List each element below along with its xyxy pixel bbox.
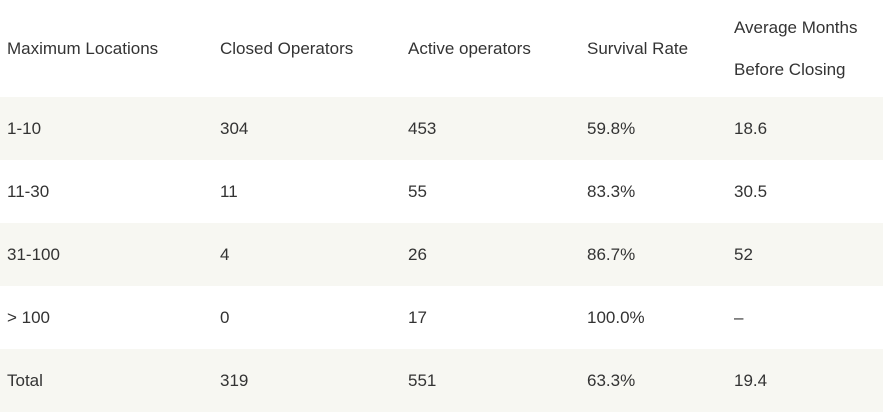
- cell-maximum-locations: 1-10: [7, 118, 42, 138]
- cell-average-months: –: [734, 307, 744, 327]
- cell-closed-operators: 11: [220, 181, 238, 201]
- cell-average-months: 52: [734, 244, 753, 264]
- cell-average-months: 18.6: [734, 118, 768, 138]
- cell-maximum-locations: > 100: [7, 307, 51, 327]
- cell-average-months: 19.4: [734, 370, 768, 390]
- cell-average-months: 30.5: [734, 181, 768, 201]
- cell-maximum-locations: 11-30: [7, 181, 50, 201]
- header-row: Maximum Locations Closed Operators Activ…: [0, 0, 883, 97]
- cell-active-operators: 26: [408, 244, 427, 264]
- header-average-months-before-closing: Average Months Before Closing: [734, 17, 858, 79]
- cell-active-operators: 55: [408, 181, 427, 201]
- cell-active-operators: 551: [408, 370, 437, 390]
- table-row: > 100 0 17 100.0% –: [0, 286, 883, 349]
- cell-maximum-locations: Total: [7, 370, 43, 390]
- cell-closed-operators: 4: [220, 244, 230, 264]
- cell-maximum-locations: 31-100: [7, 244, 60, 264]
- table-row: 1-10 304 453 59.8% 18.6: [0, 97, 883, 160]
- cell-closed-operators: 0: [220, 307, 230, 327]
- table-body: 1-10 304 453 59.8% 18.6 11-30 11 55 83.3…: [0, 97, 883, 412]
- table-row-total: Total 319 551 63.3% 19.4: [0, 349, 883, 412]
- cell-survival-rate: 83.3%: [587, 181, 636, 201]
- header-active-operators: Active operators: [408, 38, 531, 58]
- table-header: Maximum Locations Closed Operators Activ…: [0, 0, 883, 97]
- table-row: 31-100 4 26 86.7% 52: [0, 223, 883, 286]
- cell-active-operators: 17: [408, 307, 427, 327]
- table-row: 11-30 11 55 83.3% 30.5: [0, 160, 883, 223]
- cell-survival-rate: 86.7%: [587, 244, 636, 264]
- cell-survival-rate: 100.0%: [587, 307, 645, 327]
- header-closed-operators: Closed Operators: [220, 38, 354, 58]
- cell-survival-rate: 59.8%: [587, 118, 636, 138]
- cell-closed-operators: 304: [220, 118, 249, 138]
- header-survival-rate: Survival Rate: [587, 38, 689, 58]
- cell-active-operators: 453: [408, 118, 437, 138]
- cell-closed-operators: 319: [220, 370, 249, 390]
- cell-survival-rate: 63.3%: [587, 370, 636, 390]
- header-maximum-locations: Maximum Locations: [7, 38, 159, 58]
